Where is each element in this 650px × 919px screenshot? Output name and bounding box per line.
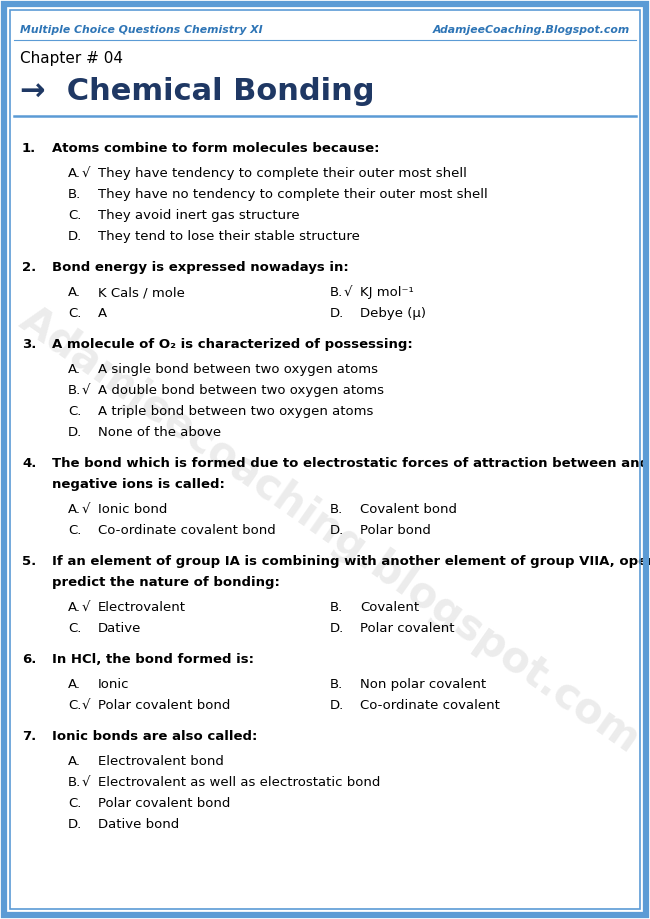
Text: Polar bond: Polar bond xyxy=(360,524,431,537)
Text: √: √ xyxy=(344,286,352,299)
Text: Polar covalent: Polar covalent xyxy=(360,622,454,635)
Text: None of the above: None of the above xyxy=(98,426,221,439)
Text: Electrovalent bond: Electrovalent bond xyxy=(98,755,224,768)
Text: A.: A. xyxy=(68,363,81,376)
Text: A.: A. xyxy=(68,601,81,614)
Text: AdamjeeCoaching.Blogspot.com: AdamjeeCoaching.Blogspot.com xyxy=(433,25,630,35)
Text: They avoid inert gas structure: They avoid inert gas structure xyxy=(98,209,300,222)
Text: √: √ xyxy=(82,384,90,397)
Text: Ionic bond: Ionic bond xyxy=(98,503,168,516)
Text: A: A xyxy=(98,307,107,320)
Text: Covalent: Covalent xyxy=(360,601,419,614)
Text: D.: D. xyxy=(68,426,83,439)
Text: A single bond between two oxygen atoms: A single bond between two oxygen atoms xyxy=(98,363,378,376)
Text: B.: B. xyxy=(68,384,81,397)
Text: 7.: 7. xyxy=(22,730,36,743)
Text: Covalent bond: Covalent bond xyxy=(360,503,457,516)
Text: A.: A. xyxy=(68,503,81,516)
Text: Chapter # 04: Chapter # 04 xyxy=(20,51,123,65)
Text: D.: D. xyxy=(330,622,344,635)
Text: √: √ xyxy=(82,699,90,712)
Text: D.: D. xyxy=(330,307,344,320)
Text: 3.: 3. xyxy=(22,338,36,351)
Text: The bond which is formed due to electrostatic forces of attraction between and: The bond which is formed due to electros… xyxy=(52,457,649,470)
Text: If an element of group IA is combining with another element of group VIIA, open: If an element of group IA is combining w… xyxy=(52,555,650,568)
Text: D.: D. xyxy=(68,818,83,831)
Text: A.: A. xyxy=(68,286,81,299)
Text: predict the nature of bonding:: predict the nature of bonding: xyxy=(52,576,280,589)
Text: C.: C. xyxy=(68,209,81,222)
Text: B.: B. xyxy=(68,776,81,789)
Text: B.: B. xyxy=(68,188,81,201)
Text: √: √ xyxy=(82,776,90,789)
Text: 6.: 6. xyxy=(22,653,36,666)
Text: Co-ordinate covalent: Co-ordinate covalent xyxy=(360,699,500,712)
Text: They tend to lose their stable structure: They tend to lose their stable structure xyxy=(98,230,360,243)
Text: B.: B. xyxy=(330,503,343,516)
Text: KJ mol⁻¹: KJ mol⁻¹ xyxy=(360,286,414,299)
Text: A.: A. xyxy=(68,167,81,180)
Text: Atoms combine to form molecules because:: Atoms combine to form molecules because: xyxy=(52,142,380,155)
Text: D.: D. xyxy=(330,699,344,712)
Text: C.: C. xyxy=(68,797,81,810)
Text: Bond energy is expressed nowadays in:: Bond energy is expressed nowadays in: xyxy=(52,261,349,274)
Text: negative ions is called:: negative ions is called: xyxy=(52,478,225,491)
Text: 2.: 2. xyxy=(22,261,36,274)
Text: Adamjeecoaching.blogspot.com: Adamjeecoaching.blogspot.com xyxy=(12,299,648,762)
Text: A double bond between two oxygen atoms: A double bond between two oxygen atoms xyxy=(98,384,384,397)
Text: C.: C. xyxy=(68,622,81,635)
Text: Electrovalent as well as electrostatic bond: Electrovalent as well as electrostatic b… xyxy=(98,776,380,789)
Text: √: √ xyxy=(82,601,90,614)
Text: B.: B. xyxy=(330,678,343,691)
Text: B.: B. xyxy=(330,286,343,299)
Text: They have tendency to complete their outer most shell: They have tendency to complete their out… xyxy=(98,167,467,180)
Text: C.: C. xyxy=(68,405,81,418)
Text: Multiple Choice Questions Chemistry XI: Multiple Choice Questions Chemistry XI xyxy=(20,25,263,35)
Text: A triple bond between two oxygen atoms: A triple bond between two oxygen atoms xyxy=(98,405,373,418)
Text: Polar covalent bond: Polar covalent bond xyxy=(98,797,230,810)
Text: √: √ xyxy=(82,167,90,180)
Text: Ionic: Ionic xyxy=(98,678,129,691)
Text: A.: A. xyxy=(68,755,81,768)
Text: 4.: 4. xyxy=(22,457,36,470)
Text: Dative bond: Dative bond xyxy=(98,818,179,831)
Text: Ionic bonds are also called:: Ionic bonds are also called: xyxy=(52,730,257,743)
Text: Co-ordinate covalent bond: Co-ordinate covalent bond xyxy=(98,524,276,537)
Text: In HCl, the bond formed is:: In HCl, the bond formed is: xyxy=(52,653,254,666)
Text: Debye (μ): Debye (μ) xyxy=(360,307,426,320)
Text: C.: C. xyxy=(68,524,81,537)
Text: D.: D. xyxy=(330,524,344,537)
Text: 5.: 5. xyxy=(22,555,36,568)
Text: C.: C. xyxy=(68,699,81,712)
Text: √: √ xyxy=(82,503,90,516)
Text: A.: A. xyxy=(68,678,81,691)
Text: A molecule of O₂ is characterized of possessing:: A molecule of O₂ is characterized of pos… xyxy=(52,338,413,351)
Text: C.: C. xyxy=(68,307,81,320)
Text: They have no tendency to complete their outer most shell: They have no tendency to complete their … xyxy=(98,188,487,201)
Text: Polar covalent bond: Polar covalent bond xyxy=(98,699,230,712)
Text: Dative: Dative xyxy=(98,622,142,635)
Text: K Cals / mole: K Cals / mole xyxy=(98,286,185,299)
Text: B.: B. xyxy=(330,601,343,614)
Text: Electrovalent: Electrovalent xyxy=(98,601,186,614)
Text: D.: D. xyxy=(68,230,83,243)
Text: Non polar covalent: Non polar covalent xyxy=(360,678,486,691)
Text: →  Chemical Bonding: → Chemical Bonding xyxy=(20,77,374,107)
Text: 1.: 1. xyxy=(22,142,36,155)
